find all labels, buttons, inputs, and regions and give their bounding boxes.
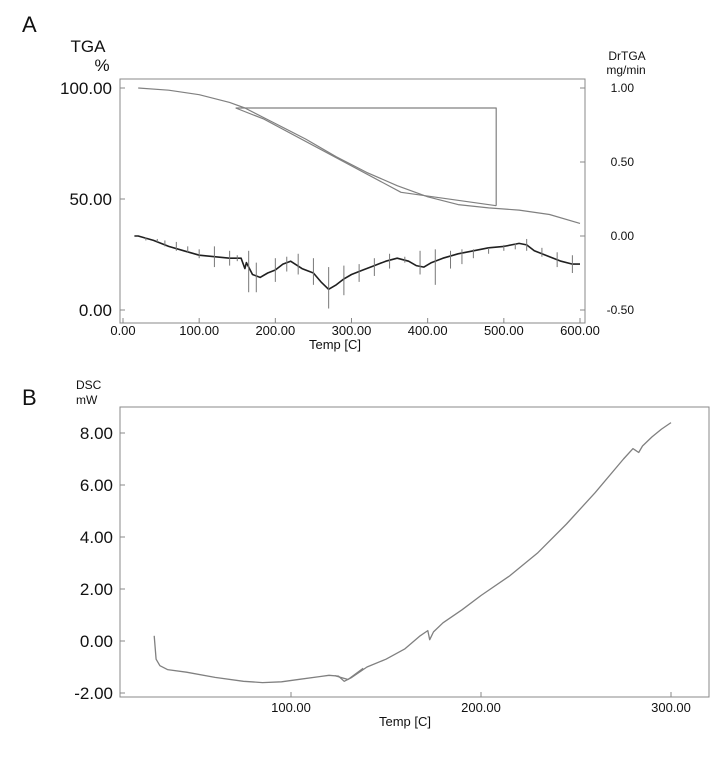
y-right-tick-label: 1.00 (611, 81, 635, 95)
y-tick-label: 8.00 (80, 424, 113, 443)
y-left-tick-label: 100.00 (60, 79, 112, 98)
x-tick-label: 500.00 (484, 323, 524, 338)
x-tick-label: 400.00 (408, 323, 448, 338)
y-ticks-left-a: 100.00 50.00 0.00 (60, 79, 125, 320)
y-axis-label-right-line2: mg/min (606, 63, 645, 77)
series-line-a-1 (235, 107, 497, 207)
x-axis-label-a: Temp [C] (309, 337, 361, 352)
y-right-tick-label: 0.50 (611, 155, 635, 169)
series-line-b-1 (334, 667, 364, 681)
panel-b: B DSC mW Temp [C] 100.00 200.00 300.00 8.0… (22, 378, 710, 729)
x-tick-label: 200.00 (461, 700, 501, 715)
y-left-tick-label: 50.00 (69, 190, 112, 209)
plot-frame-a (119, 78, 586, 324)
series-line-b-0 (153, 422, 672, 684)
y-axis-label-right-line1: DrTGA (608, 49, 645, 63)
panel-a: A TGA % DrTGA mg/min Temp [C] 0.00 100.00… (22, 12, 646, 352)
panel-letter-a: A (22, 12, 37, 37)
x-ticks-b: 100.00 200.00 300.00 (271, 692, 691, 715)
markers-group-a (145, 237, 573, 309)
y-left-tick-label: 0.00 (79, 301, 112, 320)
series-line-a-0 (138, 87, 581, 224)
x-tick-label: 100.00 (179, 323, 219, 338)
x-tick-label: 0.00 (110, 323, 135, 338)
y-tick-label: 0.00 (80, 632, 113, 651)
x-tick-label: 600.00 (560, 323, 600, 338)
y-tick-label: -2.00 (74, 684, 113, 703)
series-group-a (134, 87, 581, 291)
y-axis-label-b-line2: mW (76, 393, 98, 407)
panel-letter-b: B (22, 385, 37, 410)
y-axis-label-b-line1: DSC (76, 378, 102, 392)
x-tick-label: 100.00 (271, 700, 311, 715)
x-axis-label-b: Temp [C] (379, 714, 431, 729)
y-ticks-b: 8.00 6.00 4.00 2.00 0.00 -2.00 (74, 424, 125, 703)
y-tick-label: 2.00 (80, 580, 113, 599)
y-axis-label-left-line2: % (94, 56, 109, 75)
x-tick-label: 300.00 (651, 700, 691, 715)
plot-frame-b (119, 406, 710, 698)
y-axis-label-left-line1: TGA (71, 37, 107, 56)
y-tick-label: 4.00 (80, 528, 113, 547)
series-group-b (153, 422, 672, 684)
x-tick-label: 300.00 (332, 323, 372, 338)
y-right-tick-label: -0.50 (607, 303, 635, 317)
y-right-tick-label: 0.00 (611, 229, 635, 243)
x-ticks-a: 0.00 100.00 200.00 300.00 400.00 500.00 600.00 (110, 318, 600, 338)
series-line-a-2 (235, 107, 497, 206)
series-line-a-3 (134, 235, 580, 291)
y-tick-label: 6.00 (80, 476, 113, 495)
y-ticks-right-a: 1.00 0.50 0.00 -0.50 (580, 81, 634, 317)
x-tick-label: 200.00 (255, 323, 295, 338)
